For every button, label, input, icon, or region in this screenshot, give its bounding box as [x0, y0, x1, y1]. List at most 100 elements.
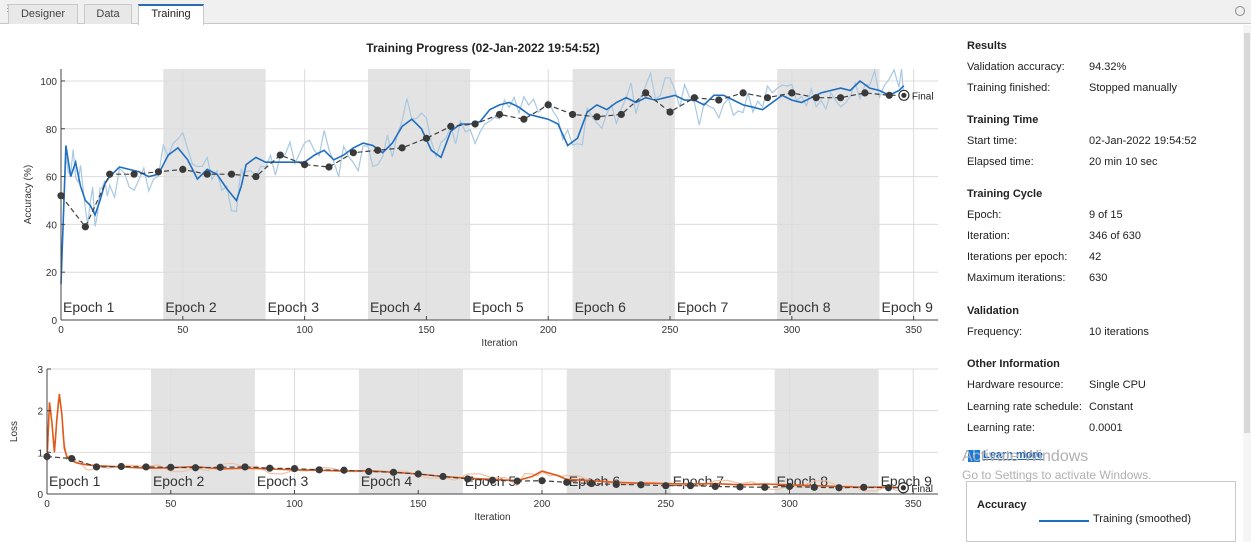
training-plots: Training Progress (02-Jan-2022 19:54:52)…: [9, 41, 938, 523]
validation-point: [301, 161, 309, 169]
validation-point: [142, 463, 150, 471]
validation-accuracy-label: Validation accuracy:: [967, 61, 1065, 73]
x-tick-label: 300: [781, 499, 798, 510]
epoch-label: Epoch 9: [881, 473, 933, 489]
x-tick-label: 100: [286, 499, 303, 510]
validation-point: [92, 463, 101, 471]
epoch-band: [150, 369, 255, 494]
validation-point: [788, 89, 796, 97]
frequency-label: Frequency:: [967, 326, 1023, 338]
validation-point: [471, 120, 479, 128]
tab-data[interactable]: Data: [84, 4, 132, 24]
learning-rate-label: Learning rate:: [967, 422, 1035, 434]
epoch-band: [566, 369, 671, 494]
activate-windows-watermark: Activate Windows Go to Settings to activ…: [962, 448, 1151, 482]
maximum-iterations-value: 630: [1089, 272, 1108, 284]
y-tick-label: 1: [37, 448, 43, 459]
training-smoothed-line: [46, 393, 904, 489]
y-tick-label: 80: [46, 125, 58, 136]
validation-point: [520, 115, 528, 123]
vertical-scrollbar[interactable]: [1243, 25, 1251, 542]
validation-point: [276, 151, 284, 159]
learn-more-link[interactable]: i Learn more: [968, 449, 1043, 462]
scrollbar-thumb[interactable]: [1244, 33, 1250, 433]
validation-point: [81, 223, 89, 231]
x-tick-label: 300: [783, 325, 800, 336]
validation-point: [662, 482, 670, 490]
iteration-label: Iteration:: [967, 230, 1010, 242]
validation-point: [860, 483, 868, 491]
learning-rate-schedule-value: Constant: [1089, 401, 1134, 413]
tab-designer[interactable]: Designer: [8, 4, 78, 24]
grip-icon[interactable]: ⋮: [3, 4, 12, 18]
validation-point: [715, 96, 723, 104]
validation-point: [836, 94, 845, 102]
training-cycle-heading: Training Cycle: [967, 188, 1043, 200]
validation-point: [513, 477, 521, 485]
epoch-band: [774, 369, 879, 494]
panel-options-icon[interactable]: [1235, 6, 1245, 16]
validation-point: [885, 91, 893, 99]
x-axis-label: Iteration: [474, 512, 510, 523]
training-time-heading: Training Time: [967, 114, 1039, 126]
validation-point: [374, 146, 382, 154]
validation-point: [252, 172, 260, 181]
results-heading: Results: [967, 40, 1007, 52]
epoch-label: Epoch 6: [575, 299, 627, 315]
epoch-label: Epoch 4: [370, 299, 422, 315]
validation-point: [167, 463, 175, 471]
validation-point: [736, 483, 744, 491]
validation-point: [398, 144, 406, 152]
epoch-label: Epoch 2: [153, 473, 205, 489]
y-tick-label: 60: [46, 173, 58, 184]
frequency-value: 10 iterations: [1089, 326, 1149, 338]
x-tick-label: 350: [905, 325, 922, 336]
validation-point: [315, 466, 323, 474]
y-tick-label: 0: [37, 490, 43, 501]
training-finished-label: Training finished:: [967, 82, 1051, 94]
epoch-label: Epoch 9: [882, 299, 934, 315]
validation-point: [810, 483, 818, 491]
x-tick-label: 0: [58, 325, 64, 336]
validation-point: [861, 89, 869, 97]
start-time-label: Start time:: [967, 135, 1018, 147]
validation-point: [495, 110, 504, 119]
validation-point: [191, 464, 200, 472]
learning-rate-schedule-label: Learning rate schedule:: [967, 401, 1082, 413]
epoch-label: Epoch 7: [677, 299, 729, 315]
learn-more-label: Learn more: [983, 449, 1043, 461]
x-tick-label: 150: [418, 325, 435, 336]
x-tick-label: 250: [657, 499, 674, 510]
validation-point: [666, 108, 674, 116]
y-axis-label: Loss: [9, 421, 20, 442]
epoch-label: Epoch 3: [268, 299, 320, 315]
epoch-band: [367, 69, 471, 320]
start-time-value: 02-Jan-2022 19:54:52: [1089, 135, 1197, 147]
validation-point: [617, 110, 625, 119]
validation-point: [290, 464, 299, 473]
iterations-per-epoch-label: Iterations per epoch:: [967, 251, 1068, 263]
training-finished-value: Stopped manually: [1089, 82, 1178, 94]
epoch-label: Epoch 1: [63, 299, 115, 315]
validation-point: [349, 149, 357, 157]
legend-label-training-smoothed: Training (smoothed): [1093, 513, 1192, 525]
validation-point: [179, 165, 187, 173]
x-tick-label: 200: [540, 325, 557, 336]
iterations-per-epoch-value: 42: [1089, 251, 1102, 263]
validation-point: [227, 170, 236, 178]
final-label: Final: [912, 91, 934, 102]
y-tick-label: 20: [46, 268, 58, 279]
epoch-value: 9 of 15: [1089, 209, 1123, 221]
validation-point: [414, 470, 422, 478]
validation-point: [538, 477, 546, 485]
validation-point: [711, 482, 719, 491]
validation-point: [68, 454, 76, 463]
epoch-band: [777, 69, 880, 320]
info-panel: Results Validation accuracy: 94.32% Trai…: [958, 25, 1243, 542]
final-label: Final: [911, 484, 933, 495]
validation-point: [389, 468, 398, 476]
validation-point: [739, 89, 747, 97]
y-tick-label: 40: [46, 220, 58, 231]
tab-training[interactable]: Training: [138, 4, 204, 25]
x-tick-label: 0: [44, 499, 50, 510]
